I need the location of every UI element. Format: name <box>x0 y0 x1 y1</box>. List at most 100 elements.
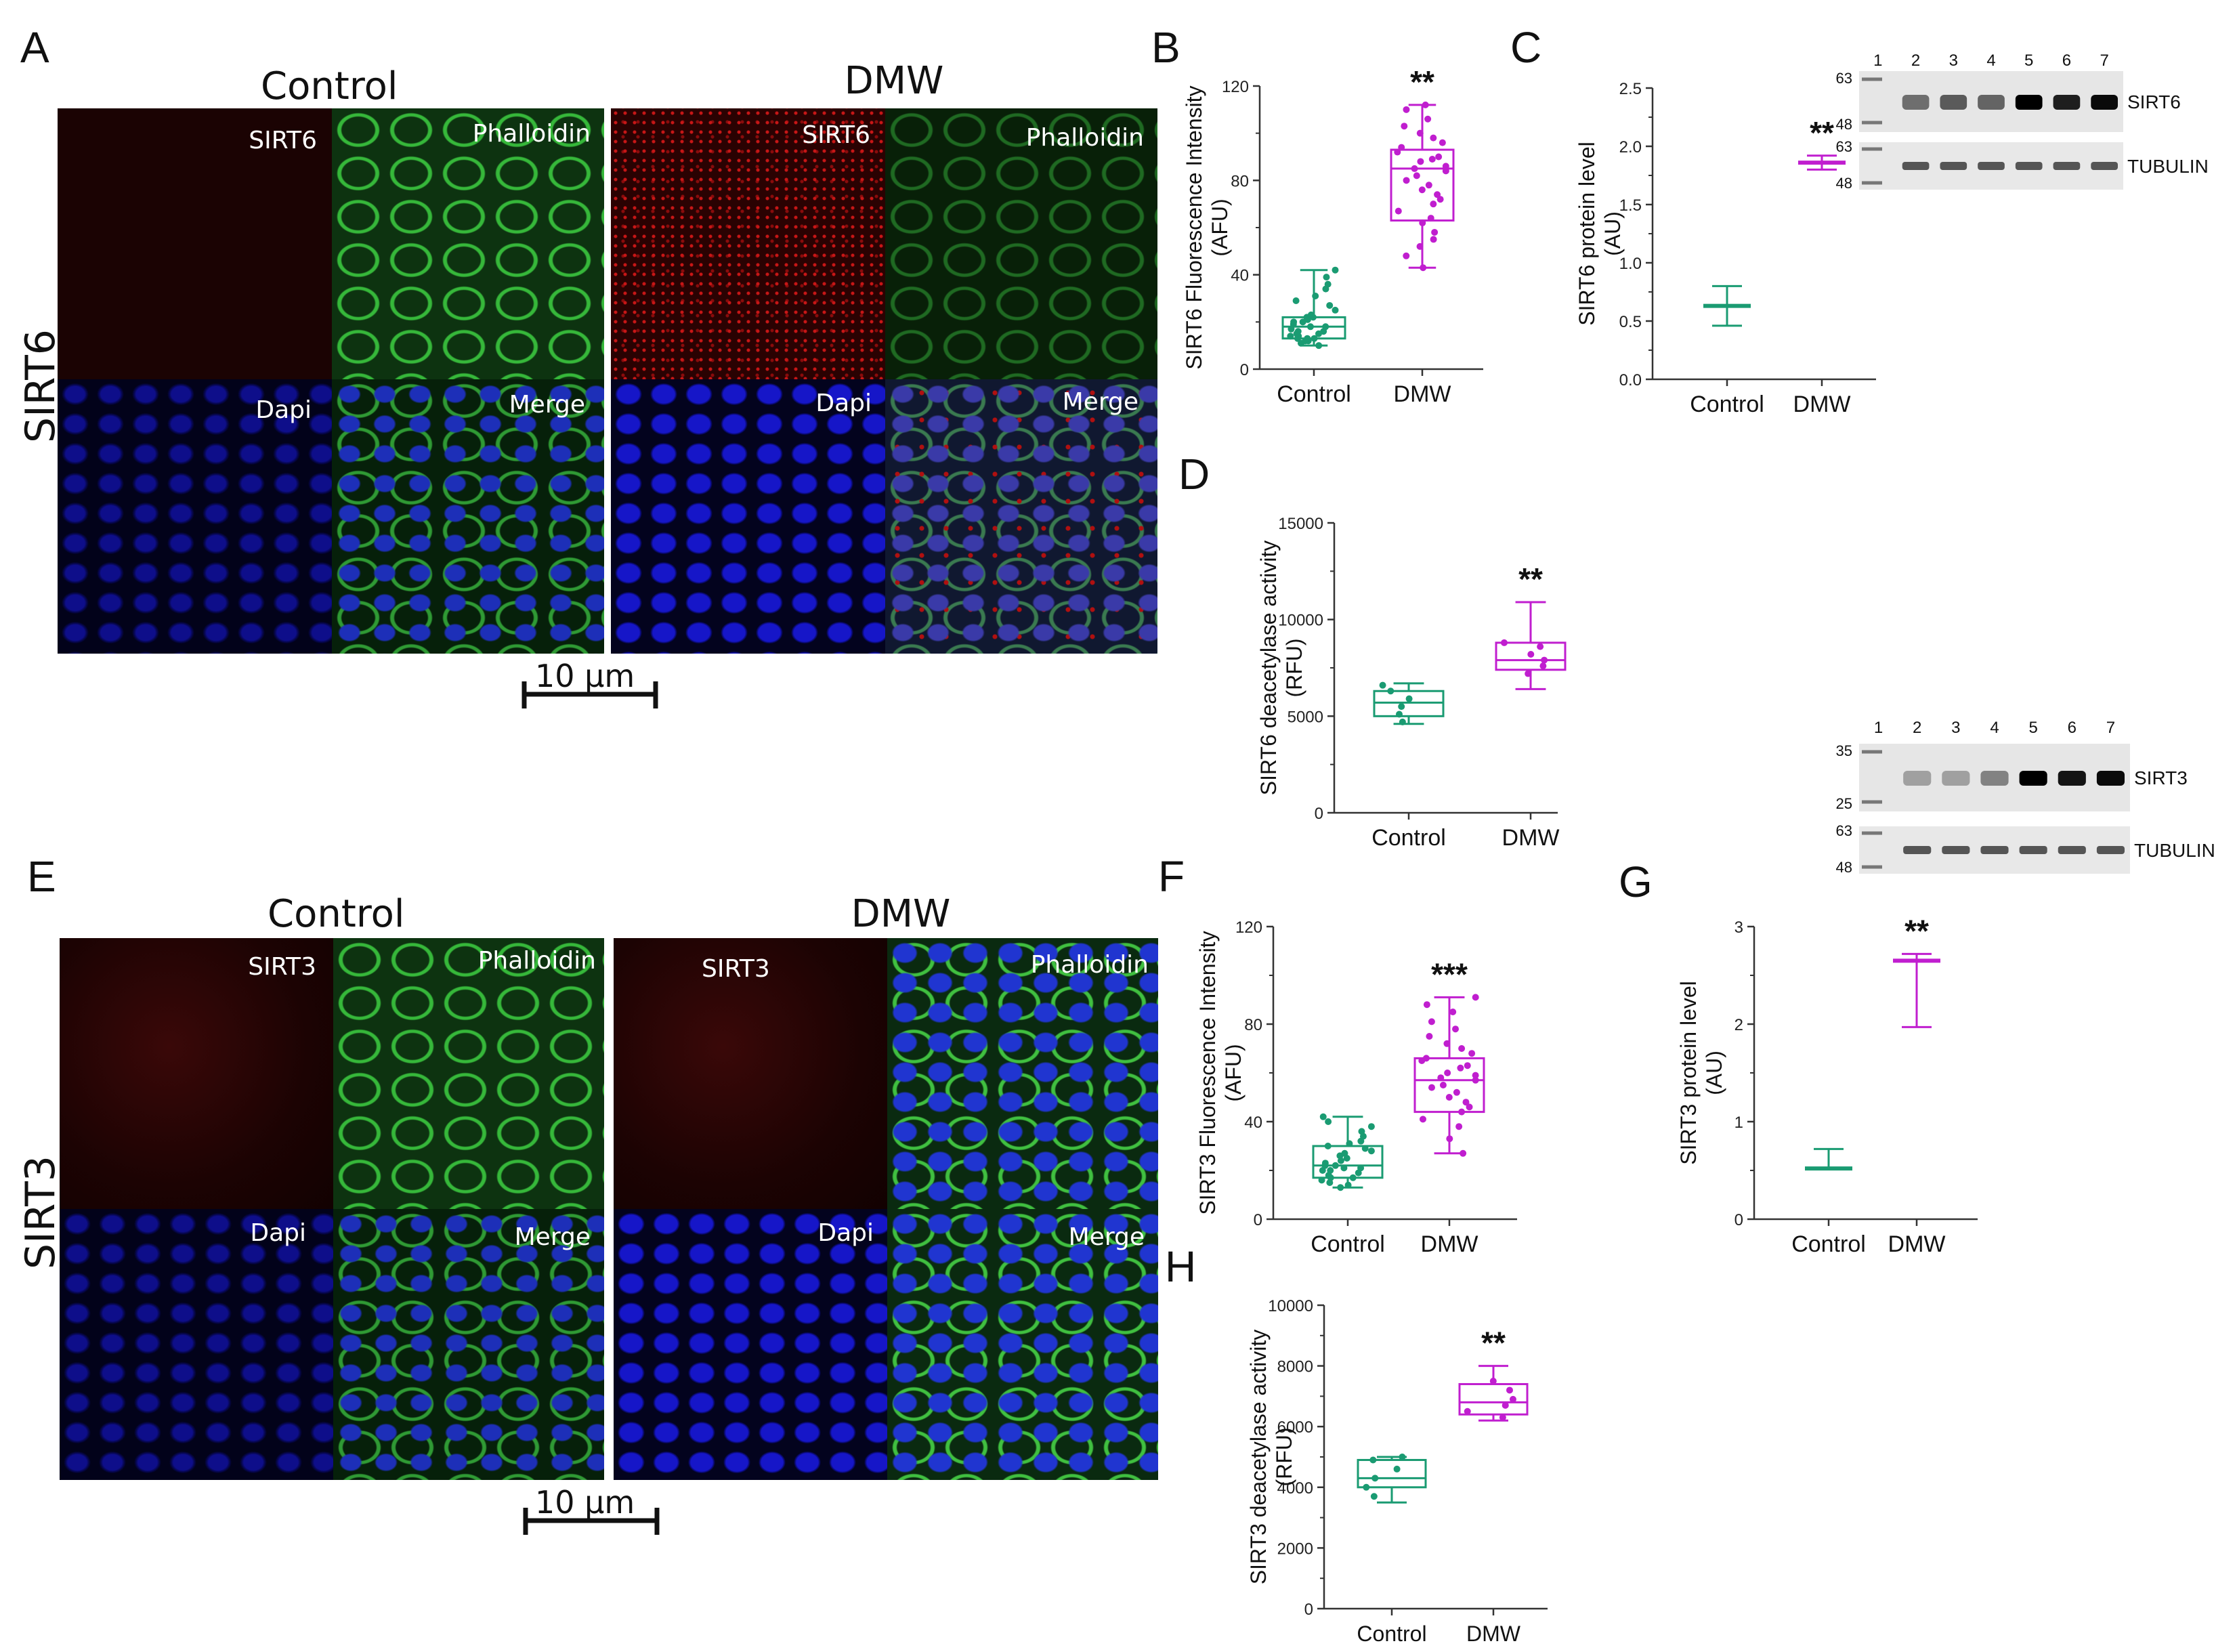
data-point <box>1439 139 1446 146</box>
mw-marker: 63 <box>1836 70 1852 87</box>
sirt6-control-sirt6-image: SIRT6 <box>58 108 332 379</box>
data-point <box>1398 703 1405 711</box>
data-point <box>1445 1094 1453 1101</box>
data-point <box>1349 1174 1357 1181</box>
data-point <box>1442 167 1449 175</box>
image-tag: SIRT6 <box>802 121 870 149</box>
data-point <box>1340 1164 1348 1172</box>
data-point <box>1395 711 1403 718</box>
x-category-label: Control <box>1357 1622 1426 1646</box>
data-point <box>1361 1145 1369 1152</box>
y-tick-label: 0 <box>1240 361 1249 379</box>
protein-band <box>1980 771 2009 786</box>
data-point <box>1321 1160 1329 1167</box>
data-point <box>1428 155 1436 163</box>
y-tick-label: 10000 <box>1268 1297 1313 1315</box>
box <box>1413 1057 1485 1114</box>
data-point <box>1307 311 1315 318</box>
y-axis-label: SIRT3 protein level (AU) <box>1676 981 1726 1165</box>
data-point <box>1430 236 1437 243</box>
x-category-label: DMW <box>1502 825 1560 847</box>
y-axis-label-line: SIRT6 protein level <box>1575 142 1599 326</box>
data-point <box>1287 333 1294 340</box>
y-axis-label-unit: (RFU) <box>1272 1427 1296 1486</box>
data-point <box>1539 662 1547 670</box>
x-category-label: Control <box>1791 1231 1866 1257</box>
data-point <box>1439 1082 1447 1088</box>
data-point <box>1327 1167 1334 1174</box>
data-point <box>1369 1456 1377 1464</box>
x-category-label: DMW <box>1466 1622 1521 1646</box>
tubulin-band <box>1978 162 2005 170</box>
image-tag: Phalloidin <box>1030 951 1149 979</box>
tubulin-band <box>2096 846 2125 854</box>
protein-band <box>2096 771 2125 786</box>
x-category-label: Control <box>1311 1231 1385 1257</box>
sirt3-scale-bar <box>523 1508 660 1535</box>
tubulin-band <box>2015 162 2043 170</box>
sirt6-control-phalloidin-image: Phalloidin <box>332 108 604 379</box>
data-point <box>1434 191 1441 198</box>
sirt3-western-blot: 1 2 3 4 5 6 7 35 25 63 48 SIRT3 TUBULIN <box>1836 719 2215 876</box>
image-tag: Dapi <box>815 389 872 417</box>
chart-d-sirt6-activity: 0 5000 10000 15000 SIRT6 deacetylase activit… <box>1256 515 1567 847</box>
x-category-label: DMW <box>1394 381 1451 407</box>
y-tick-label: 80 <box>1244 1016 1262 1034</box>
chart-h-sirt3-activity: 0 2000 4000 6000 8000 10000 SIRT3 deacetylase … <box>1246 1297 1548 1646</box>
data-point <box>1318 1177 1325 1184</box>
tubulin-band <box>2053 162 2081 170</box>
panel-letter-a: A <box>20 23 49 72</box>
sirt3-control-title: Control <box>268 892 405 936</box>
protein-band <box>1902 95 1930 110</box>
y-tick-label: 80 <box>1231 172 1249 190</box>
data-point <box>1394 148 1401 156</box>
lane-number: 4 <box>1986 51 1995 70</box>
mw-marker: 35 <box>1836 742 1852 759</box>
y-axis-label-unit: (AFU) <box>1221 1044 1246 1101</box>
panel-letter-e: E <box>27 852 56 901</box>
data-point <box>1332 1162 1339 1169</box>
data-point <box>1458 1108 1466 1116</box>
data-point <box>1411 165 1418 172</box>
data-point <box>1420 264 1427 272</box>
data-point <box>1472 1076 1479 1084</box>
sirt3-control-phalloidin-image: Phalloidin <box>333 938 604 1209</box>
lane-number: 1 <box>1873 51 1882 70</box>
blot-label-top: SIRT3 <box>2134 767 2188 788</box>
image-tag: Dapi <box>255 396 312 424</box>
data-point <box>1370 1493 1378 1500</box>
sirt6-dmw-phalloidin-image: Phalloidin <box>885 108 1157 379</box>
data-point <box>1290 318 1298 326</box>
y-axis-label-unit: (RFU) <box>1282 638 1306 697</box>
data-point <box>1387 687 1395 695</box>
blot-label-top: SIRT6 <box>2127 91 2181 112</box>
data-point <box>1430 200 1437 208</box>
data-point <box>1337 1184 1344 1191</box>
data-point <box>1367 1123 1375 1130</box>
data-point <box>1468 1050 1476 1057</box>
lane-number: 5 <box>2028 719 2037 737</box>
significance-marker: ** <box>1810 115 1834 150</box>
data-point <box>1423 1001 1430 1009</box>
image-tag: Phalloidin <box>472 120 591 148</box>
chart-c-sirt6-protein: 0.0 0.5 1.0 1.5 2.0 2.5 SIRT6 protein level (AU… <box>1575 80 1876 417</box>
protein-band <box>2019 771 2047 786</box>
image-tag: Merge <box>1062 388 1138 416</box>
protein-band <box>2091 95 2118 110</box>
x-category-label: DMW <box>1888 1231 1946 1257</box>
data-point <box>1506 1386 1514 1394</box>
sirt6-row-label: SIRT6 <box>17 329 64 443</box>
y-tick-label: 5000 <box>1287 708 1323 726</box>
data-point <box>1525 670 1532 677</box>
protein-band <box>1903 771 1932 786</box>
data-point <box>1446 1135 1453 1143</box>
panel-letter-d: D <box>1178 450 1210 499</box>
y-axis-label: SIRT3 Fluorescence Intensity (AFU) <box>1195 931 1246 1214</box>
data-point <box>1417 158 1424 165</box>
y-axis-label-line: SIRT6 Fluorescence Intensity <box>1182 85 1206 369</box>
data-point <box>1319 1113 1327 1120</box>
y-tick-label: 0 <box>1304 1601 1313 1619</box>
lane-number: 1 <box>1874 719 1883 737</box>
protein-band <box>2015 95 2043 110</box>
data-point <box>1449 1009 1457 1015</box>
